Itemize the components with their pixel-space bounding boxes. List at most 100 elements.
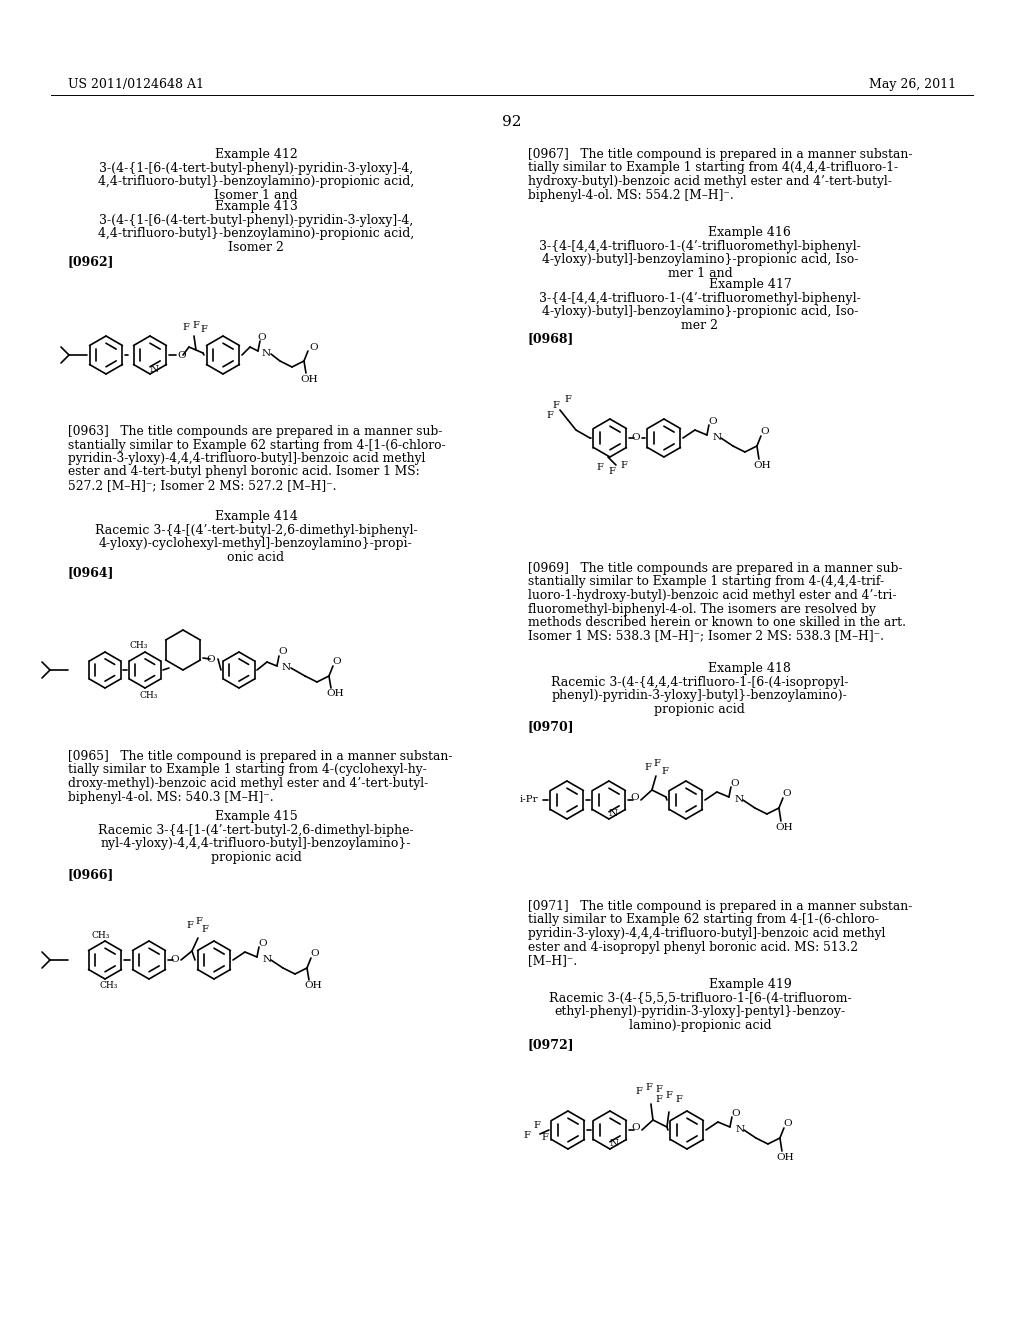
Text: O: O bbox=[632, 433, 640, 442]
Text: 4-yloxy)-butyl]-benzoylamino}-propionic acid, Iso-: 4-yloxy)-butyl]-benzoylamino}-propionic … bbox=[542, 305, 858, 318]
Text: tially similar to Example 62 starting from 4-[1-(6-chloro-: tially similar to Example 62 starting fr… bbox=[528, 913, 879, 927]
Text: N: N bbox=[150, 364, 159, 374]
Text: tially similar to Example 1 starting from 4-(cyclohexyl-hy-: tially similar to Example 1 starting fro… bbox=[68, 763, 427, 776]
Text: O: O bbox=[782, 788, 792, 797]
Text: O: O bbox=[730, 779, 739, 788]
Text: O: O bbox=[632, 1123, 640, 1133]
Text: propionic acid: propionic acid bbox=[654, 704, 745, 715]
Text: 4-yloxy)-butyl]-benzoylamino}-propionic acid, Iso-: 4-yloxy)-butyl]-benzoylamino}-propionic … bbox=[542, 253, 858, 267]
Text: CH₃: CH₃ bbox=[130, 640, 148, 649]
Text: phenyl)-pyridin-3-yloxy]-butyl}-benzoylamino)-: phenyl)-pyridin-3-yloxy]-butyl}-benzoyla… bbox=[552, 689, 848, 702]
Text: O: O bbox=[761, 426, 769, 436]
Text: F: F bbox=[186, 920, 194, 929]
Text: biphenyl-4-ol. MS: 554.2 [M–H]⁻.: biphenyl-4-ol. MS: 554.2 [M–H]⁻. bbox=[528, 189, 734, 202]
Text: propionic acid: propionic acid bbox=[211, 851, 301, 865]
Text: N: N bbox=[735, 1126, 744, 1134]
Text: O: O bbox=[258, 333, 266, 342]
Text: onic acid: onic acid bbox=[227, 550, 285, 564]
Text: [0970]: [0970] bbox=[528, 719, 574, 733]
Text: 4-yloxy)-cyclohexyl-methyl]-benzoylamino}-propi-: 4-yloxy)-cyclohexyl-methyl]-benzoylamino… bbox=[99, 537, 413, 550]
Text: F: F bbox=[547, 411, 553, 420]
Text: nyl-4-yloxy)-4,4,4-trifluoro-butyl]-benzoylamino}-: nyl-4-yloxy)-4,4,4-trifluoro-butyl]-benz… bbox=[100, 837, 412, 850]
Text: 3-(4-{1-[6-(4-tert-butyl-phenyl)-pyridin-3-yloxy]-4,: 3-(4-{1-[6-(4-tert-butyl-phenyl)-pyridin… bbox=[99, 162, 413, 176]
Text: biphenyl-4-ol. MS: 540.3 [M–H]⁻.: biphenyl-4-ol. MS: 540.3 [M–H]⁻. bbox=[68, 791, 273, 804]
Text: Example 417: Example 417 bbox=[709, 279, 792, 290]
Text: droxy-methyl)-benzoic acid methyl ester and 4’-tert-butyl-: droxy-methyl)-benzoic acid methyl ester … bbox=[68, 777, 428, 789]
Text: methods described herein or known to one skilled in the art.: methods described herein or known to one… bbox=[528, 616, 906, 630]
Text: fluoromethyl-biphenyl-4-ol. The isomers are resolved by: fluoromethyl-biphenyl-4-ol. The isomers … bbox=[528, 602, 876, 615]
Text: Example 414: Example 414 bbox=[215, 510, 297, 523]
Text: 4,4-trifluoro-butyl}-benzoylamino)-propionic acid,: 4,4-trifluoro-butyl}-benzoylamino)-propi… bbox=[98, 176, 414, 189]
Text: pyridin-3-yloxy)-4,4,4-trifluoro-butyl]-benzoic acid methyl: pyridin-3-yloxy)-4,4,4-trifluoro-butyl]-… bbox=[68, 451, 425, 465]
Text: CH₃: CH₃ bbox=[92, 931, 111, 940]
Text: ethyl-phenyl)-pyridin-3-yloxy]-pentyl}-benzoy-: ethyl-phenyl)-pyridin-3-yloxy]-pentyl}-b… bbox=[554, 1006, 846, 1019]
Text: mer 2: mer 2 bbox=[681, 319, 719, 333]
Text: O: O bbox=[177, 351, 185, 359]
Text: Example 412: Example 412 bbox=[215, 148, 297, 161]
Text: N: N bbox=[713, 433, 722, 442]
Text: F: F bbox=[597, 462, 603, 471]
Text: F: F bbox=[645, 1084, 652, 1093]
Text: US 2011/0124648 A1: US 2011/0124648 A1 bbox=[68, 78, 204, 91]
Text: tially similar to Example 1 starting from 4(4,4,4-trifluoro-1-: tially similar to Example 1 starting fro… bbox=[528, 161, 898, 174]
Text: [0971]   The title compound is prepared in a manner substan-: [0971] The title compound is prepared in… bbox=[528, 900, 912, 913]
Text: 3-{4-[4,4,4-trifluoro-1-(4’-trifluoromethyl-biphenyl-: 3-{4-[4,4,4-trifluoro-1-(4’-trifluoromet… bbox=[539, 240, 861, 253]
Text: F: F bbox=[553, 400, 559, 409]
Text: F: F bbox=[542, 1134, 549, 1143]
Text: O: O bbox=[709, 417, 717, 425]
Text: i-Pr: i-Pr bbox=[519, 796, 538, 804]
Text: O: O bbox=[631, 793, 639, 803]
Text: [0972]: [0972] bbox=[528, 1038, 574, 1051]
Text: [0963]   The title compounds are prepared in a manner sub-: [0963] The title compounds are prepared … bbox=[68, 425, 442, 438]
Text: hydroxy-butyl)-benzoic acid methyl ester and 4’-tert-butyl-: hydroxy-butyl)-benzoic acid methyl ester… bbox=[528, 176, 892, 187]
Text: O: O bbox=[309, 342, 318, 351]
Text: [0968]: [0968] bbox=[528, 333, 574, 345]
Text: N: N bbox=[734, 796, 743, 804]
Text: 4,4-trifluoro-butyl}-benzoylamino)-propionic acid,: 4,4-trifluoro-butyl}-benzoylamino)-propi… bbox=[98, 227, 414, 240]
Text: 527.2 [M–H]⁻; Isomer 2 MS: 527.2 [M–H]⁻.: 527.2 [M–H]⁻; Isomer 2 MS: 527.2 [M–H]⁻. bbox=[68, 479, 337, 492]
Text: ester and 4-tert-butyl phenyl boronic acid. Isomer 1 MS:: ester and 4-tert-butyl phenyl boronic ac… bbox=[68, 466, 420, 479]
Text: [0964]: [0964] bbox=[68, 566, 115, 579]
Text: N: N bbox=[609, 1139, 618, 1148]
Text: [0965]   The title compound is prepared in a manner substan-: [0965] The title compound is prepared in… bbox=[68, 750, 453, 763]
Text: O: O bbox=[279, 648, 288, 656]
Text: O: O bbox=[783, 1118, 793, 1127]
Text: Isomer 2: Isomer 2 bbox=[228, 242, 284, 253]
Text: O: O bbox=[310, 949, 319, 958]
Text: Example 416: Example 416 bbox=[709, 226, 792, 239]
Text: [0962]: [0962] bbox=[68, 255, 115, 268]
Text: stantially similar to Example 62 starting from 4-[1-(6-chloro-: stantially similar to Example 62 startin… bbox=[68, 438, 445, 451]
Text: CH₃: CH₃ bbox=[140, 690, 158, 700]
Text: 92: 92 bbox=[502, 115, 521, 129]
Text: F: F bbox=[644, 763, 651, 771]
Text: Racemic 3-{4-[1-(4’-tert-butyl-2,6-dimethyl-biphe-: Racemic 3-{4-[1-(4’-tert-butyl-2,6-dimet… bbox=[98, 824, 414, 837]
Text: Example 419: Example 419 bbox=[709, 978, 792, 991]
Text: F: F bbox=[564, 396, 571, 404]
Text: ester and 4-isopropyl phenyl boronic acid. MS: 513.2: ester and 4-isopropyl phenyl boronic aci… bbox=[528, 940, 858, 953]
Text: F: F bbox=[534, 1122, 541, 1130]
Text: O: O bbox=[333, 657, 341, 667]
Text: lamino)-propionic acid: lamino)-propionic acid bbox=[629, 1019, 771, 1032]
Text: OH: OH bbox=[327, 689, 344, 698]
Text: 3-(4-{1-[6-(4-tert-butyl-phenyl)-pyridin-3-yloxy]-4,: 3-(4-{1-[6-(4-tert-butyl-phenyl)-pyridin… bbox=[99, 214, 413, 227]
Text: OH: OH bbox=[775, 822, 793, 832]
Text: [0966]: [0966] bbox=[68, 869, 115, 880]
Text: [M–H]⁻.: [M–H]⁻. bbox=[528, 954, 578, 968]
Text: Racemic 3-{4-[(4’-tert-butyl-2,6-dimethyl-biphenyl-: Racemic 3-{4-[(4’-tert-butyl-2,6-dimethy… bbox=[94, 524, 418, 537]
Text: F: F bbox=[676, 1096, 682, 1105]
Text: F: F bbox=[523, 1131, 530, 1140]
Text: OH: OH bbox=[776, 1152, 794, 1162]
Text: F: F bbox=[196, 917, 203, 927]
Text: 3-{4-[4,4,4-trifluoro-1-(4’-trifluoromethyl-biphenyl-: 3-{4-[4,4,4-trifluoro-1-(4’-trifluoromet… bbox=[539, 292, 861, 305]
Text: F: F bbox=[666, 1092, 673, 1101]
Text: F: F bbox=[662, 767, 669, 776]
Text: F: F bbox=[182, 323, 189, 333]
Text: [0967]   The title compound is prepared in a manner substan-: [0967] The title compound is prepared in… bbox=[528, 148, 912, 161]
Text: O: O bbox=[171, 956, 179, 965]
Text: Isomer 1 and: Isomer 1 and bbox=[214, 189, 298, 202]
Text: F: F bbox=[193, 321, 200, 330]
Text: F: F bbox=[636, 1088, 642, 1097]
Text: F: F bbox=[608, 466, 615, 475]
Text: Example 413: Example 413 bbox=[215, 201, 297, 213]
Text: N: N bbox=[262, 956, 271, 965]
